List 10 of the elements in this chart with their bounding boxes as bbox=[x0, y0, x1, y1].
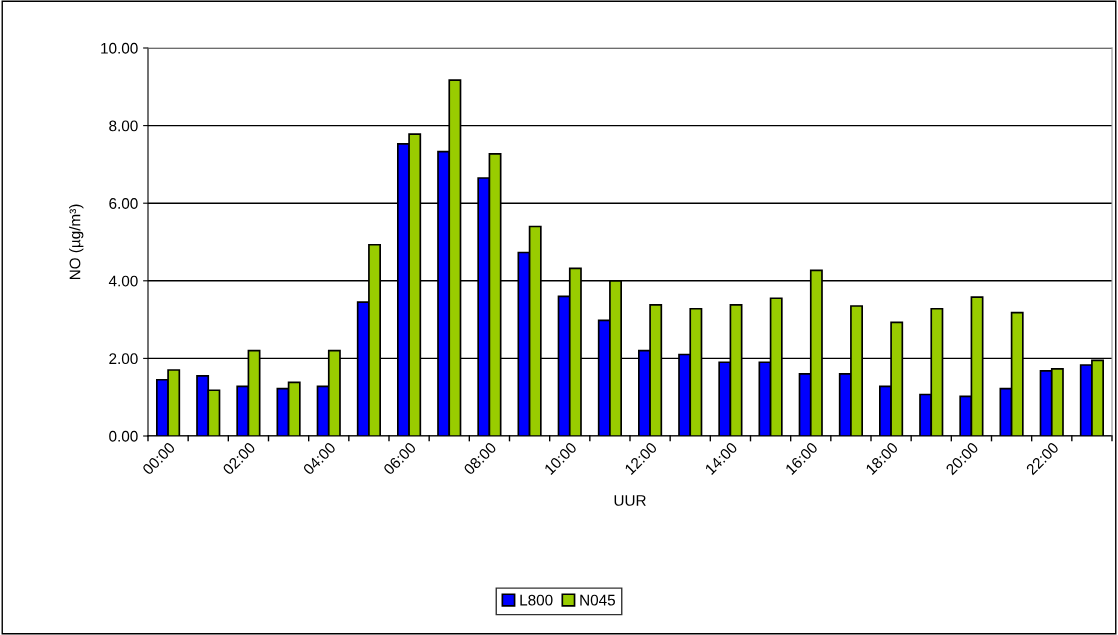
y-tick-label: 2.00 bbox=[109, 353, 138, 365]
legend-label: L800 bbox=[520, 594, 553, 606]
x-axis-title: UUR bbox=[614, 495, 646, 506]
y-axis-title: NO (µg/m³) bbox=[69, 204, 84, 280]
y-tick-label: 6.00 bbox=[109, 198, 138, 209]
y-tick-label: 0.00 bbox=[109, 430, 138, 442]
y-tick-label: 10.00 bbox=[101, 42, 138, 54]
legend-label: N045 bbox=[580, 594, 615, 606]
y-tick-label: 8.00 bbox=[109, 120, 138, 132]
y-tick-label: 4.00 bbox=[108, 275, 138, 287]
